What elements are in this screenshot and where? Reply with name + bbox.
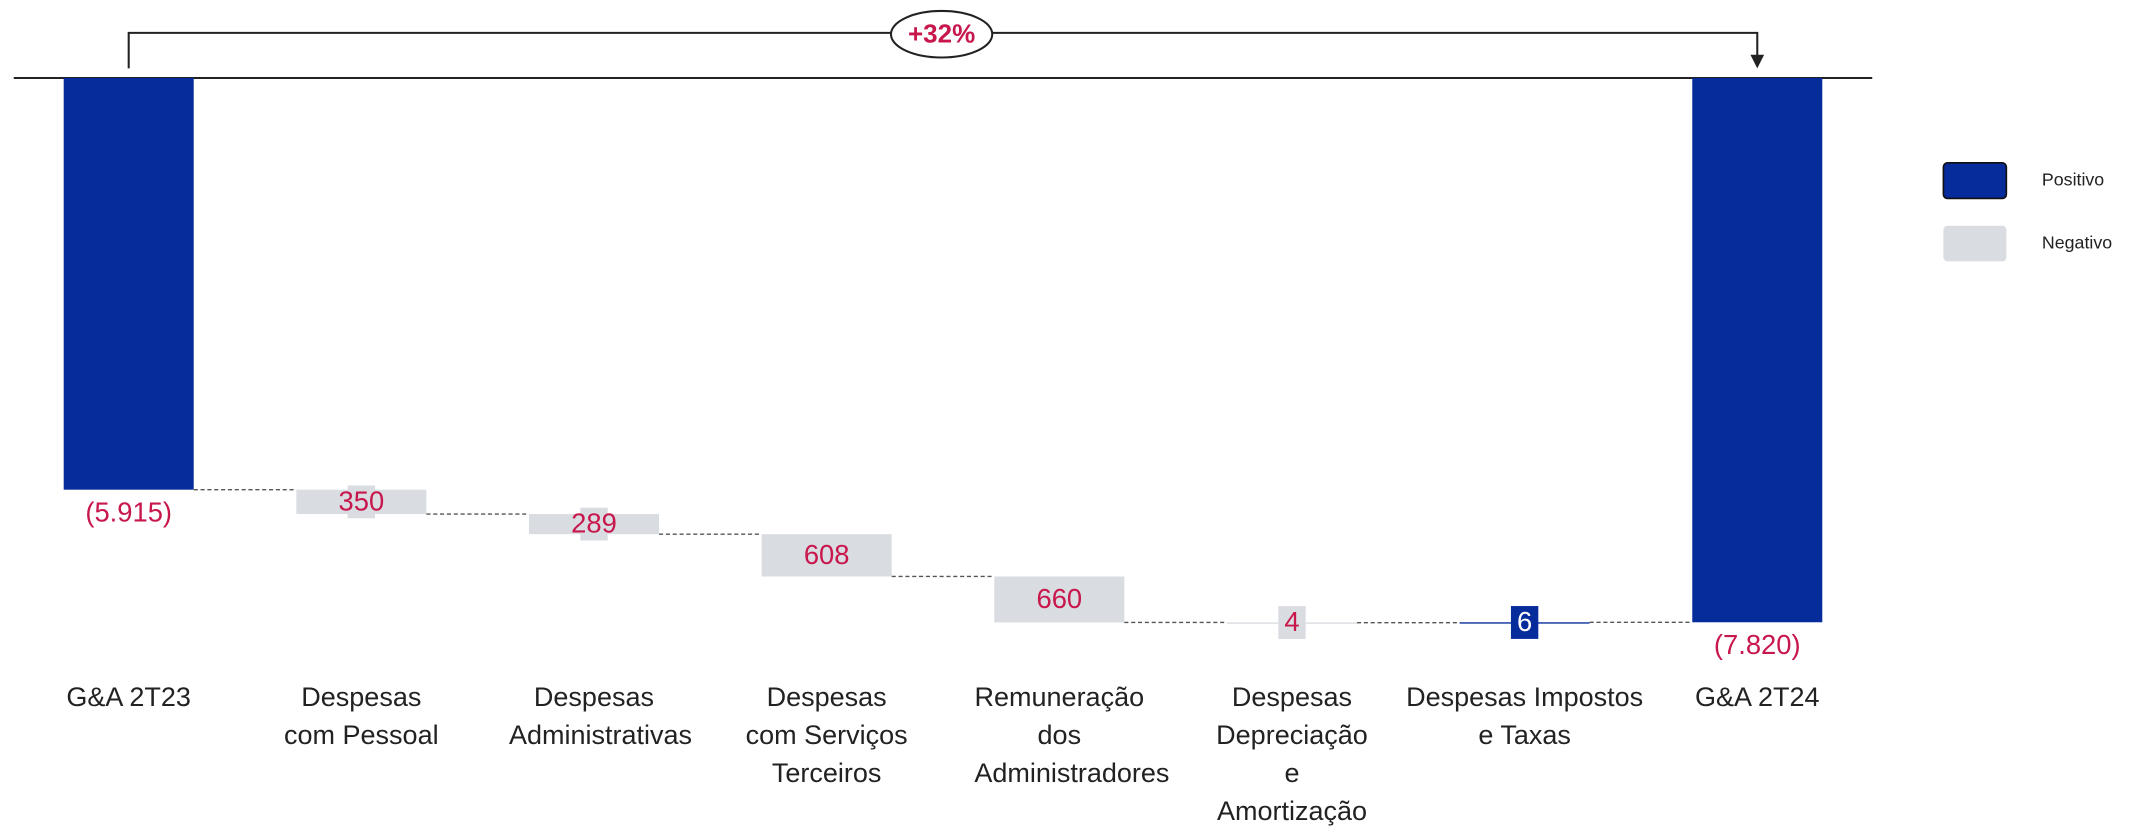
page: +32% (5.915) 350 289 608 660 4 6 (7.820) Positiv… bbox=[13, 9, 2112, 826]
value-label: (5.915) bbox=[85, 497, 172, 528]
category-label: Despesas Depreciação e Amortização bbox=[1216, 682, 1368, 826]
legend-swatch bbox=[1943, 225, 2007, 262]
label-box bbox=[347, 485, 376, 519]
value-label: (7.820) bbox=[1714, 629, 1801, 660]
arrow-head bbox=[1750, 54, 1765, 69]
value-label: 4 bbox=[1284, 606, 1299, 637]
category-label: Remuneração dos Administradores bbox=[974, 682, 1170, 788]
category-label: Despesas com Serviços Terceiros bbox=[745, 682, 908, 788]
legend-label: Positivo bbox=[2042, 169, 2104, 189]
annotation: +32% bbox=[908, 18, 975, 48]
bar bbox=[994, 576, 1125, 623]
category-label: Despesas Impostos e Taxas bbox=[1406, 682, 1644, 750]
category-label: G&A 2T23 bbox=[66, 682, 191, 712]
value-label: 350 bbox=[339, 485, 385, 516]
label-box bbox=[1278, 606, 1306, 639]
bar bbox=[761, 534, 892, 577]
value-label: 6 bbox=[1517, 606, 1532, 637]
legend-swatch bbox=[1942, 162, 2008, 200]
value-label: 660 bbox=[1036, 583, 1082, 614]
bar bbox=[63, 78, 194, 490]
value-label: 289 bbox=[571, 508, 617, 539]
annotation-bubble bbox=[889, 9, 994, 59]
category-label: Despesas Administrativas bbox=[508, 682, 693, 750]
category-label: Despesas com Pessoal bbox=[284, 682, 439, 750]
value-label: 608 bbox=[804, 539, 850, 570]
chart: +32% (5.915) 350 289 608 660 4 6 (7.820) Positiv… bbox=[13, 9, 2112, 660]
label-box bbox=[1510, 606, 1539, 639]
legend-label: Negativo bbox=[2042, 232, 2112, 252]
category-label: G&A 2T24 bbox=[1695, 682, 1820, 712]
bar bbox=[1692, 78, 1823, 623]
label-box bbox=[580, 507, 608, 541]
